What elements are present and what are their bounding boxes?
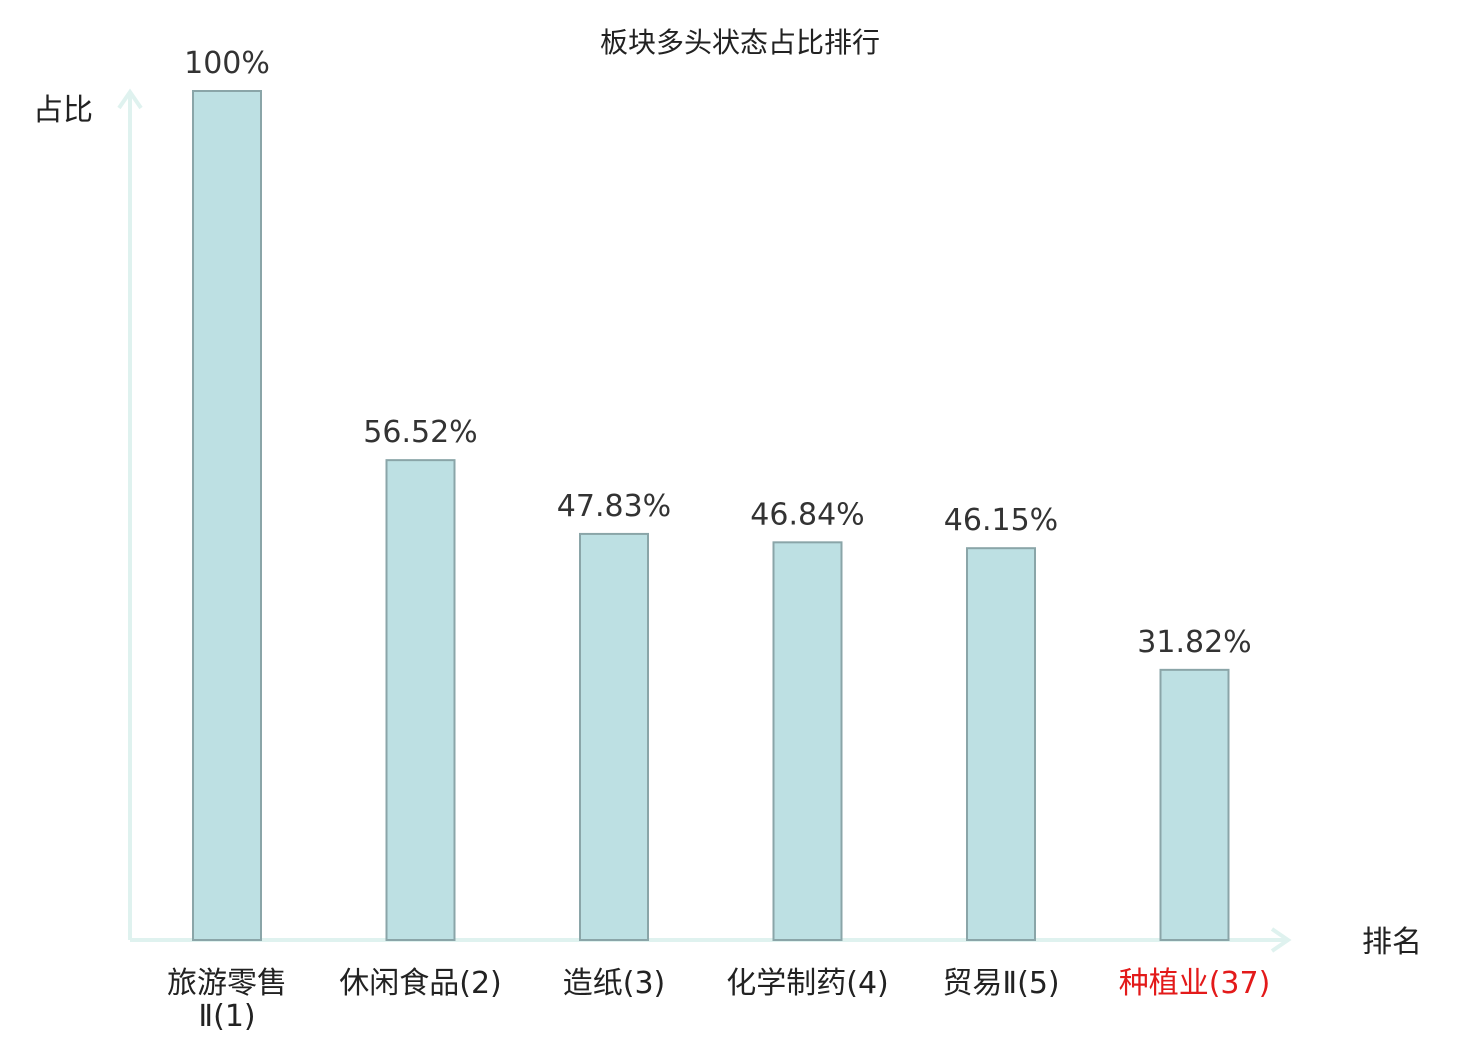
bar-4 (772, 541, 843, 942)
bar-6 (1159, 668, 1230, 941)
category-name-4: 化学制药 (726, 966, 846, 1001)
x-axis (130, 927, 1292, 953)
category-rank-3: (3) (623, 966, 666, 1001)
category-name-2: 休闲食品 (339, 966, 459, 1001)
value-label-1: 100% (184, 46, 270, 81)
bar-3 (579, 532, 649, 941)
x-axis-label: 排名 (1362, 925, 1422, 960)
category-rank-1: Ⅱ(1) (198, 999, 255, 1034)
category-rank-2: (2) (459, 966, 502, 1001)
bar-1 (192, 90, 262, 941)
category-label-5: 贸易Ⅱ(5) (942, 966, 1059, 1001)
category-name-1: 旅游零售 (167, 966, 287, 1001)
value-labels-group: 100% 56.52% 47.83% 46.84% 46.15% 31.82% (184, 46, 1252, 660)
chart-title: 板块多头状态占比排行 (600, 26, 880, 59)
category-rank-4: (4) (846, 966, 889, 1001)
category-name-6: 种植业 (1119, 966, 1209, 1001)
value-label-4: 46.84% (750, 497, 864, 532)
category-label-4: 化学制药(4) (726, 966, 889, 1001)
category-label-2: 休闲食品(2) (339, 966, 502, 1001)
bar-5 (966, 547, 1036, 942)
category-labels-group: 旅游零售 Ⅱ(1) 休闲食品(2) 造纸(3) 化学制药(4) 贸易Ⅱ(5) 种植业(37) (167, 966, 1270, 1034)
y-axis (117, 88, 143, 940)
value-label-6: 31.82% (1137, 625, 1251, 660)
category-label-6: 种植业(37) (1119, 966, 1271, 1001)
bars-group (192, 90, 1230, 942)
category-name-5: 贸易Ⅱ (942, 966, 1017, 1001)
category-label-3: 造纸(3) (563, 966, 666, 1001)
value-label-5: 46.15% (944, 503, 1058, 538)
category-rank-6: (37) (1209, 966, 1271, 1001)
category-rank-5: (5) (1017, 966, 1060, 1001)
value-label-2: 56.52% (363, 415, 477, 450)
category-label-1: 旅游零售 Ⅱ(1) (167, 966, 287, 1034)
value-label-3: 47.83% (557, 489, 671, 524)
bar-2 (385, 459, 456, 941)
y-axis-label: 占比 (33, 93, 93, 128)
category-name-3: 造纸 (563, 966, 623, 1001)
